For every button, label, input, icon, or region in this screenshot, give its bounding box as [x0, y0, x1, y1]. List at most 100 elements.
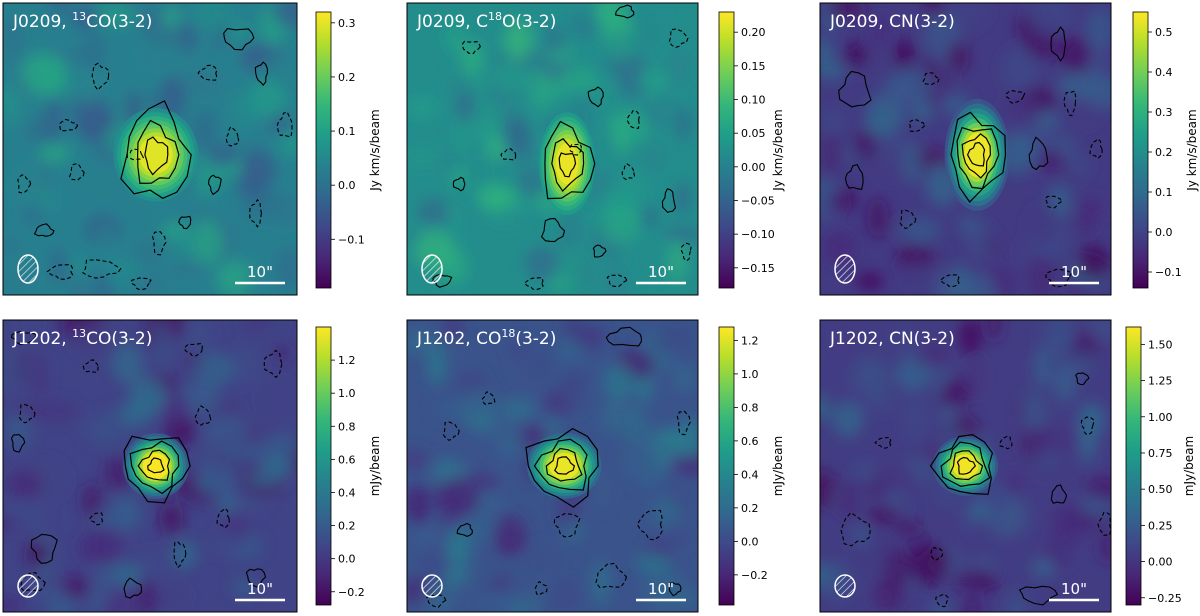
negative-contour	[91, 62, 110, 91]
scale-bar-label: 10"	[1061, 263, 1087, 281]
positive-contour	[178, 215, 192, 230]
positive-contour	[33, 223, 55, 237]
colorbar-gradient	[315, 11, 332, 289]
beam-ellipse	[834, 254, 856, 284]
source-contour	[144, 136, 169, 176]
axes-frame	[819, 319, 1112, 613]
negative-contour	[461, 40, 481, 55]
beam-ellipse	[421, 574, 443, 598]
negative-contour	[82, 259, 122, 279]
colorbar-tick-label: 0.25	[1148, 519, 1173, 532]
source-contour	[929, 433, 994, 495]
negative-contour	[225, 125, 240, 147]
intensity-map	[3, 3, 297, 295]
source-contour	[551, 138, 585, 193]
colorbar-tick-label: 0.2	[741, 502, 759, 515]
colorbar: −0.2 0.0 0.2 0.4 0.6 0.8 1.0 1.2 mJy/beam	[315, 326, 382, 606]
negative-contour	[621, 162, 636, 181]
source-contour	[966, 141, 986, 167]
source-emission	[539, 112, 595, 215]
colorbar-gradient	[315, 326, 332, 606]
colorbar-tick-label: 0.3	[1155, 106, 1173, 119]
source-contour	[545, 447, 583, 482]
negative-contour	[1080, 416, 1095, 435]
colorbar-tick-label: 0.8	[741, 401, 759, 414]
source-contour	[950, 111, 1007, 203]
negative-contour	[999, 435, 1013, 450]
negative-contour	[17, 174, 32, 194]
source-contour	[147, 457, 165, 474]
source-contour	[136, 119, 180, 185]
positive-contour	[838, 70, 872, 108]
scale-bar-label: 10"	[247, 263, 273, 281]
axes-frame	[819, 2, 1112, 296]
panel-title: J1202, CO18(3-2)	[416, 327, 556, 349]
source-contour	[956, 456, 977, 475]
colorbar-tick-label: 1.50	[1148, 338, 1173, 351]
colorbar-tick-label: −0.05	[741, 194, 775, 207]
negative-contour	[131, 277, 152, 291]
colorbar-tick-label: 1.2	[741, 334, 759, 347]
positive-contour	[1050, 26, 1067, 62]
positive-contour	[614, 4, 635, 19]
colorbar-tick-label: 0.5	[1155, 26, 1173, 39]
positive-contour	[844, 163, 864, 191]
positive-contour	[592, 244, 607, 258]
colorbar-label: mJy/beam	[771, 436, 785, 496]
colorbar-tick-label: 1.00	[1148, 411, 1173, 424]
negative-contour	[82, 359, 99, 373]
negative-contour	[481, 391, 496, 406]
colorbar-tick-label: 0.15	[741, 60, 766, 73]
source-contour	[554, 456, 576, 475]
colorbar-tick-label: 0.0	[338, 179, 356, 192]
negative-contour	[840, 511, 871, 547]
negative-contour	[68, 163, 85, 181]
colorbar-tick-label: 0.0	[338, 553, 356, 566]
intensity-map	[407, 320, 698, 612]
colorbar-tick-label: 0.1	[338, 125, 356, 138]
colorbar-tick-label: −0.10	[741, 228, 775, 241]
negative-contour	[676, 410, 691, 436]
negative-contour	[194, 405, 212, 426]
positive-contour	[1028, 136, 1049, 171]
colorbar: −0.1 0.0 0.1 0.2 0.3 0.4 0.5 Jy km/s/beam	[1132, 11, 1199, 289]
positive-contour	[1075, 372, 1090, 386]
negative-contour	[197, 64, 218, 81]
source-contour	[558, 152, 577, 178]
negative-contour	[899, 209, 917, 230]
negative-contour	[930, 547, 944, 562]
intensity-map	[407, 3, 698, 295]
colorbar-tick-label: 0.4	[1155, 66, 1173, 79]
negative-contour	[874, 437, 892, 449]
colorbar-tick-label: 0.75	[1148, 447, 1173, 460]
colorbar-tick-label: 0.8	[338, 420, 356, 433]
colorbar-tick-label: 0.6	[338, 453, 356, 466]
colorbar-tick-label: 0.3	[338, 17, 356, 30]
colorbar-gradient	[718, 11, 735, 289]
colorbar-tick-label: −0.1	[338, 233, 365, 246]
axes-frame	[2, 2, 298, 296]
negative-contour	[173, 541, 187, 569]
negative-contour	[18, 403, 36, 424]
positive-contour	[223, 28, 255, 51]
panel-5: 10" J1202, CO18(3-2) −0.2 0.0 0.2 0.4 0.6 0.8 1.…	[406, 319, 785, 613]
colorbar-label: Jy km/s/beam	[771, 109, 785, 191]
colorbar-tick-label: 0.1	[1155, 186, 1173, 199]
panel-3: 10" J0209, CN(3-2) −0.1 0.0 0.1 0.2 0.3 0.4 0.5 J…	[819, 2, 1199, 296]
colorbar-tick-label: 0.4	[338, 486, 356, 499]
negative-contour	[1097, 511, 1111, 536]
source-contour	[961, 133, 992, 179]
negative-contour	[534, 580, 548, 596]
negative-contour	[89, 512, 104, 526]
positive-contour	[254, 61, 268, 86]
negative-contour	[1045, 268, 1073, 288]
negative-contour	[523, 277, 544, 290]
contours	[17, 28, 293, 291]
positive-contour	[661, 188, 676, 214]
negative-contour	[668, 28, 689, 48]
colorbar-tick-label: 0.50	[1148, 483, 1173, 496]
colorbar-gradient	[718, 326, 735, 606]
source-contour	[956, 126, 1000, 190]
panel-title: J1202, CN(3-2)	[829, 329, 955, 349]
colorbar-label: Jy km/s/beam	[1185, 109, 1199, 191]
